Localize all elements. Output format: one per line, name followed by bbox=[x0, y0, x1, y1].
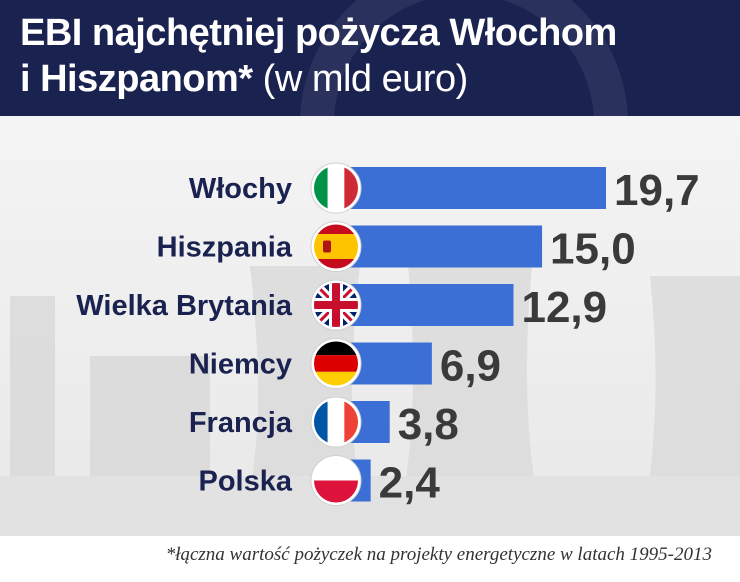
value-label-0: 19,7 bbox=[614, 166, 700, 215]
title-unit: (w mld euro) bbox=[252, 58, 469, 100]
title-line-1: EBI najchętniej pożycza Włochom bbox=[20, 12, 617, 54]
category-label-1: Hiszpania bbox=[157, 232, 293, 264]
germany-flag-icon bbox=[310, 338, 362, 389]
category-label-5: Polska bbox=[199, 466, 293, 498]
bar-1 bbox=[338, 225, 543, 268]
category-label-2: Wielka Brytania bbox=[76, 290, 293, 322]
category-label-4: Francja bbox=[189, 407, 293, 439]
italy-flag-icon bbox=[310, 162, 362, 214]
value-label-4: 3,8 bbox=[398, 400, 459, 449]
category-label-0: Włochy bbox=[189, 173, 292, 205]
header-banner: EBI najchętniej pożycza Włochom i Hiszpa… bbox=[0, 0, 740, 116]
value-label-2: 12,9 bbox=[521, 283, 607, 332]
bar-row-0: Włochy 19,7 bbox=[189, 162, 700, 215]
uk-flag-icon bbox=[310, 279, 362, 331]
bar-2 bbox=[338, 284, 514, 326]
bar-row-5: Polska 2,4 bbox=[199, 455, 441, 508]
bar-row-2: Wielka Brytania 12,9 bbox=[76, 279, 607, 332]
value-label-5: 2,4 bbox=[379, 459, 441, 508]
bar-0 bbox=[338, 167, 606, 209]
category-label-3: Niemcy bbox=[189, 349, 292, 381]
bar-row-3: Niemcy 6,9 bbox=[189, 338, 501, 391]
footnote: *łączna wartość pożyczek na projekty ene… bbox=[165, 544, 712, 565]
france-flag-icon bbox=[310, 396, 362, 448]
value-label-1: 15,0 bbox=[550, 225, 636, 274]
chart-title: EBI najchętniej pożycza Włochom i Hiszpa… bbox=[20, 10, 730, 102]
spain-flag-icon bbox=[310, 221, 362, 272]
title-line-2: i Hiszpanom* bbox=[20, 58, 253, 100]
poland-flag-icon bbox=[310, 455, 362, 506]
value-label-3: 6,9 bbox=[440, 342, 501, 391]
bar-row-4: Francja 3,8 bbox=[189, 396, 459, 449]
bar-chart: Włochy 19,7 Hiszpania 15,0 Wielka Brytania 12… bbox=[76, 162, 700, 508]
bar-row-1: Hiszpania 15,0 bbox=[157, 221, 636, 274]
